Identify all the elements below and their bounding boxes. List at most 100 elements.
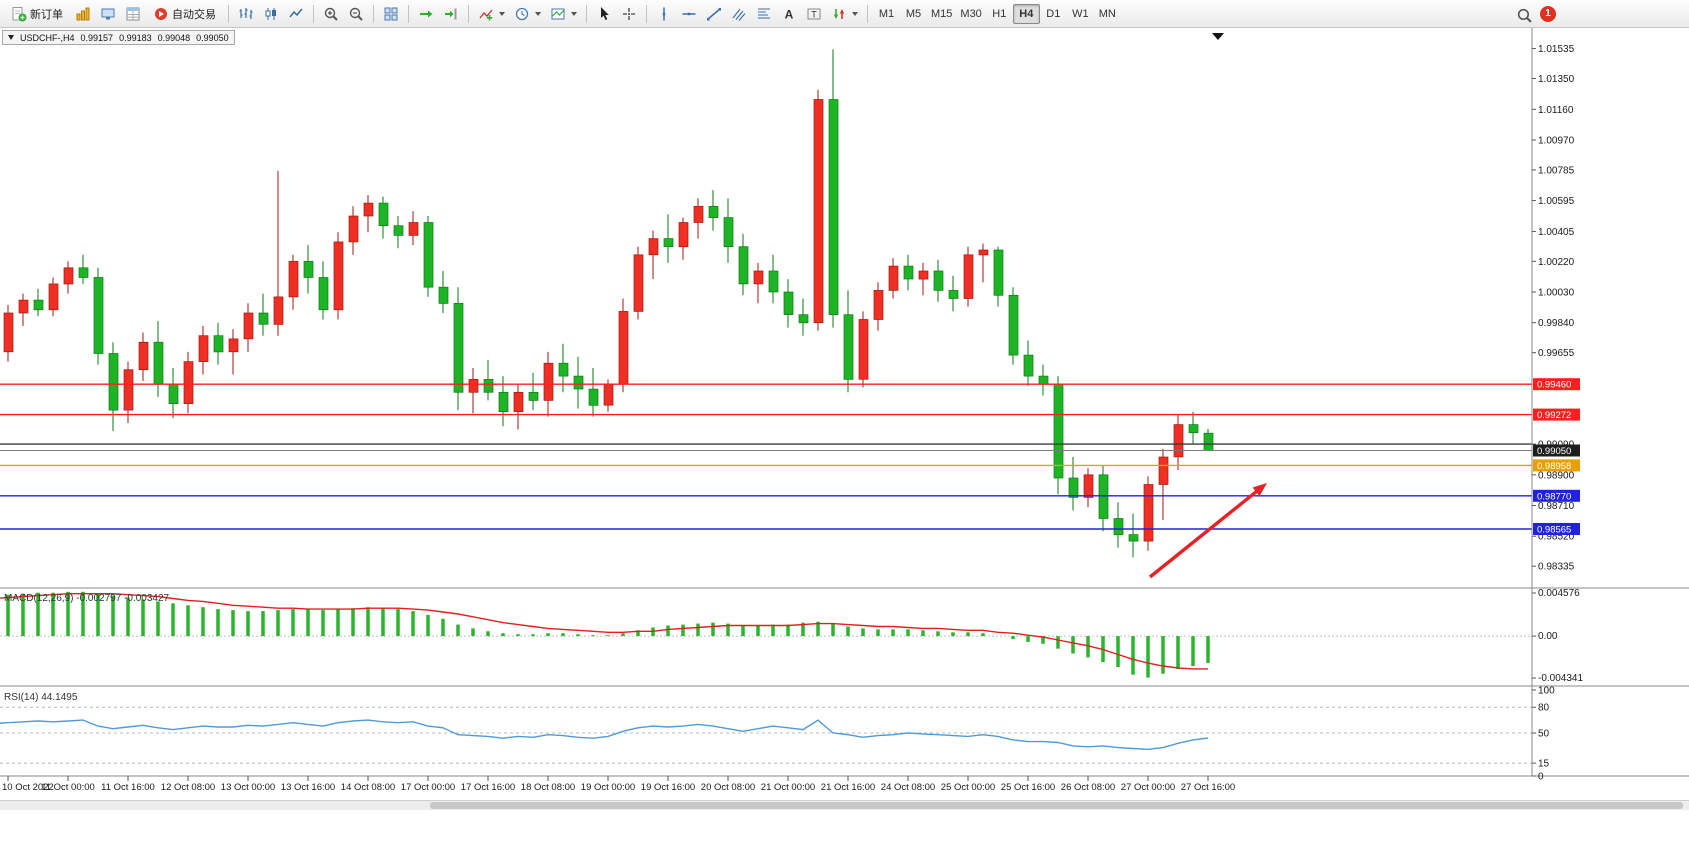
text-tool-button[interactable]: A	[777, 3, 801, 25]
candles-layer	[3, 49, 1214, 558]
timeframe-m30[interactable]: M30	[956, 4, 985, 24]
new-chart-button[interactable]	[71, 3, 95, 25]
line-chart-icon	[289, 8, 303, 17]
chart-canvas[interactable]: 1.01535 1.01350 1.01160 1.00970 1.00785 1.005…	[0, 28, 1689, 800]
auto-scroll-button[interactable]	[414, 3, 438, 25]
chevron-down-icon	[535, 11, 541, 16]
svg-text:12 Oct 08:00: 12 Oct 08:00	[161, 782, 215, 793]
candlestick-icon	[265, 7, 276, 20]
cursor-button[interactable]	[592, 3, 616, 25]
rsi-panel: RSI(14) 44.1495 100 80 50 15 0	[0, 686, 1555, 783]
trendline-button[interactable]	[702, 3, 726, 25]
crosshair-button[interactable]	[617, 3, 641, 25]
svg-text:27 Oct 00:00: 27 Oct 00:00	[1121, 782, 1175, 793]
timeframe-h4[interactable]: H4	[1012, 3, 1040, 24]
svg-text:1.00030: 1.00030	[1538, 288, 1575, 299]
fibonacci-button[interactable]	[752, 3, 776, 25]
bar-chart-button[interactable]	[234, 3, 258, 25]
templates-button[interactable]	[546, 3, 581, 25]
profiles-button[interactable]	[96, 3, 120, 25]
svg-text:A: A	[785, 7, 794, 21]
svg-text:21 Oct 00:00: 21 Oct 00:00	[761, 782, 815, 793]
toolbar-separator	[228, 4, 229, 23]
arrows-icon	[833, 8, 845, 19]
svg-text:13 Oct 00:00: 13 Oct 00:00	[221, 782, 275, 793]
search-button[interactable]	[1512, 4, 1537, 26]
horizontal-lines-layer	[0, 383, 1532, 530]
chart-header-tab[interactable]: USDCHF-,H4 0.99157 0.99183 0.99048 0.990…	[2, 30, 235, 45]
data-window-icon	[126, 7, 140, 20]
trendline-icon	[707, 7, 721, 20]
pitchfork-button[interactable]	[727, 3, 751, 25]
svg-text:0.99272: 0.99272	[1537, 410, 1571, 421]
horizontal-line-button[interactable]	[677, 3, 701, 25]
svg-text:-0.004341: -0.004341	[1538, 673, 1583, 684]
bar-open-value: 0.99157	[80, 32, 114, 43]
svg-text:1.01535: 1.01535	[1538, 44, 1575, 55]
candlestick-button[interactable]	[259, 3, 283, 25]
timeframe-mn[interactable]: MN	[1094, 4, 1121, 24]
svg-text:27 Oct 16:00: 27 Oct 16:00	[1181, 782, 1235, 793]
chart-shift-marker	[1212, 33, 1224, 40]
autotrading-icon	[155, 7, 167, 20]
svg-text:0: 0	[1538, 772, 1544, 783]
svg-text:0.004576: 0.004576	[1538, 588, 1580, 599]
svg-text:21 Oct 16:00: 21 Oct 16:00	[821, 782, 875, 793]
new-chart-icon	[76, 7, 90, 20]
timeframe-m1[interactable]: M1	[873, 4, 900, 24]
svg-text:25 Oct 00:00: 25 Oct 00:00	[941, 782, 995, 793]
svg-text:1.00595: 1.00595	[1538, 196, 1575, 207]
zoom-out-icon	[349, 7, 363, 21]
svg-text:0.99460: 0.99460	[1537, 380, 1571, 391]
periods-button[interactable]	[510, 3, 545, 25]
toolbar-separator	[313, 4, 314, 23]
profiles-icon	[101, 8, 115, 19]
svg-text:0.98770: 0.98770	[1537, 491, 1571, 502]
h-scrollbar[interactable]	[0, 800, 1689, 810]
chart-shift-button[interactable]	[439, 3, 463, 25]
autotrading-button[interactable]: 自动交易	[146, 3, 223, 25]
line-chart-button[interactable]	[284, 3, 308, 25]
svg-text:1.00220: 1.00220	[1538, 257, 1575, 268]
zoom-in-button[interactable]	[319, 3, 343, 25]
chart-window[interactable]: USDCHF-,H4 0.99157 0.99183 0.99048 0.990…	[0, 28, 1689, 800]
timeframe-d1[interactable]: D1	[1040, 4, 1067, 24]
svg-text:1.01160: 1.01160	[1538, 105, 1574, 116]
timeframe-m5[interactable]: M5	[900, 4, 927, 24]
timeframe-w1[interactable]: W1	[1067, 4, 1094, 24]
toolbar-separator	[373, 4, 374, 23]
svg-text:0.98900: 0.98900	[1538, 470, 1575, 481]
chart-menu-icon[interactable]	[8, 35, 14, 40]
horizontal-line-icon	[682, 12, 696, 15]
text-label-icon: T	[807, 8, 821, 19]
timeframe-group: M1 M5 M15 M30 H1 H4 D1 W1 MN	[873, 3, 1121, 24]
data-window-button[interactable]	[121, 3, 145, 25]
toolbar-separator	[408, 4, 409, 23]
timeframe-m15[interactable]: M15	[927, 4, 956, 24]
notification-badge[interactable]: 1	[1540, 6, 1556, 22]
text-label-button[interactable]: T	[802, 3, 826, 25]
svg-text:24 Oct 08:00: 24 Oct 08:00	[881, 782, 935, 793]
toolbar-separator	[468, 4, 469, 23]
svg-text:26 Oct 08:00: 26 Oct 08:00	[1061, 782, 1115, 793]
svg-text:25 Oct 16:00: 25 Oct 16:00	[1001, 782, 1055, 793]
timeframe-h1[interactable]: H1	[986, 4, 1013, 24]
text-icon: A	[785, 7, 794, 21]
price-badges: 0.99460 0.99272 0.98958 0.98770 0.98565 0.990…	[1533, 378, 1580, 536]
svg-text:13 Oct 16:00: 13 Oct 16:00	[281, 782, 335, 793]
clock-icon	[515, 7, 529, 20]
chart-symbol-period: USDCHF-,H4	[20, 32, 75, 43]
arrows-tool-button[interactable]	[827, 3, 862, 25]
new-order-label: 新订单	[30, 8, 63, 21]
svg-text:17 Oct 00:00: 17 Oct 00:00	[401, 782, 455, 793]
vertical-line-button[interactable]	[652, 3, 676, 25]
toolbar-separator	[586, 4, 587, 23]
tile-windows-button[interactable]	[379, 3, 403, 25]
svg-text:1.00970: 1.00970	[1538, 136, 1575, 147]
new-order-button[interactable]: 新订单	[4, 3, 70, 25]
h-scrollbar-thumb[interactable]	[430, 802, 1683, 809]
zoom-out-button[interactable]	[344, 3, 368, 25]
svg-text:19 Oct 16:00: 19 Oct 16:00	[641, 782, 695, 793]
indicators-button[interactable]	[474, 3, 509, 25]
